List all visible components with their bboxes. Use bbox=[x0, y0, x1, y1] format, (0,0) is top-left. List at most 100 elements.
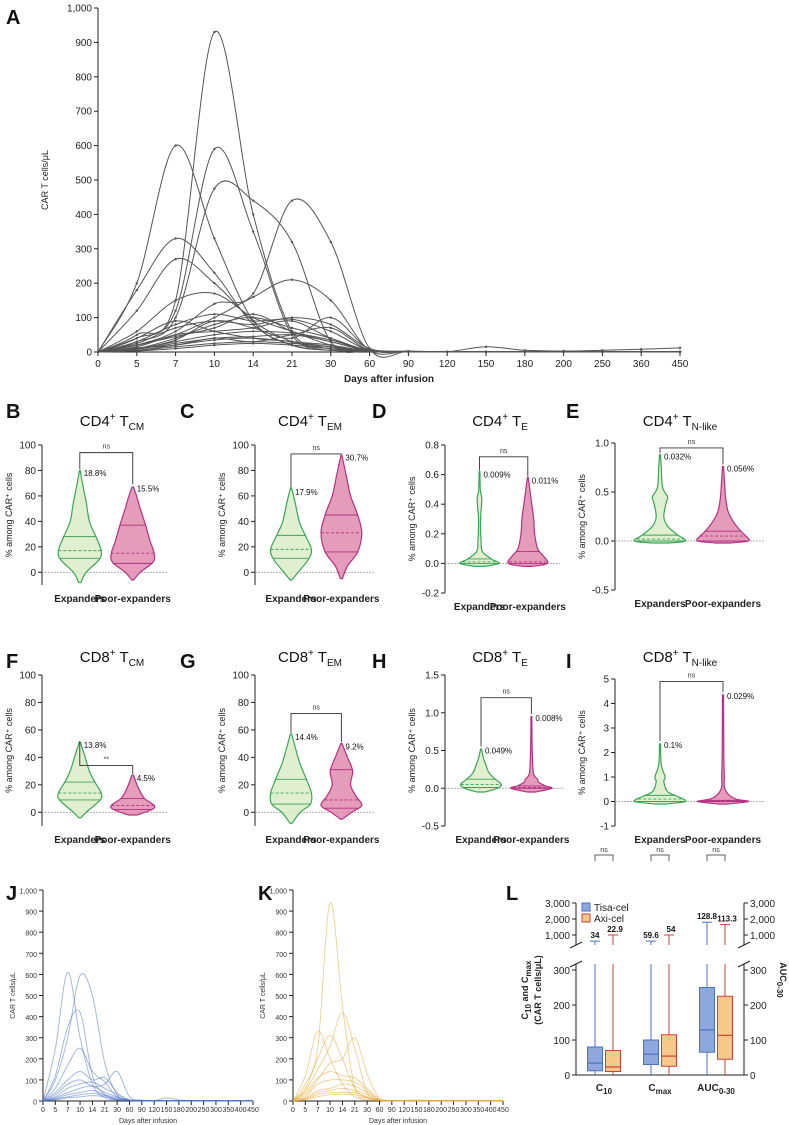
category-label: C10 bbox=[596, 1083, 613, 1096]
x-tick-label: 14 bbox=[339, 1107, 347, 1114]
y-tick-label: 600 bbox=[275, 973, 287, 980]
data-point bbox=[213, 187, 216, 190]
x-tick-label: 250 bbox=[198, 1107, 210, 1114]
y-tick-label: 1,000 bbox=[67, 4, 92, 15]
y-tick-label: 100 bbox=[25, 1078, 37, 1085]
data-point bbox=[290, 343, 294, 347]
x-tick-label: 30 bbox=[113, 1107, 121, 1114]
data-point bbox=[135, 337, 138, 340]
data-point bbox=[252, 340, 255, 343]
panel-letter-j: J bbox=[6, 883, 17, 905]
panel-title: CD8+ TN-like bbox=[643, 648, 718, 669]
series-line-2 bbox=[42, 973, 253, 1102]
median-value-label: 4.5% bbox=[137, 774, 155, 783]
significance-label: ns bbox=[600, 847, 608, 854]
data-point bbox=[213, 319, 216, 323]
x-tick-label: 21 bbox=[286, 359, 298, 370]
data-point bbox=[678, 346, 682, 350]
y-axis-label: % among CAR⁺ cells bbox=[4, 708, 14, 793]
data-point bbox=[174, 326, 177, 330]
category-label: Cmax bbox=[648, 1083, 672, 1096]
data-point bbox=[290, 342, 294, 345]
violin-expanders bbox=[459, 748, 503, 793]
y-tick-label: 1,000 bbox=[269, 889, 287, 896]
x-tick-label: 450 bbox=[247, 1107, 259, 1114]
data-point bbox=[135, 340, 138, 343]
panel-letter-b: B bbox=[6, 401, 20, 423]
significance-bracket bbox=[290, 712, 342, 743]
median-value-label: 0.009% bbox=[484, 471, 511, 480]
x-tick-label: 0 bbox=[41, 1107, 45, 1114]
data-point bbox=[174, 338, 177, 342]
data-point bbox=[174, 299, 177, 302]
y-tick-label: 400 bbox=[275, 1015, 287, 1022]
series-line-22 bbox=[97, 326, 680, 353]
data-point bbox=[135, 330, 138, 333]
data-point bbox=[290, 240, 294, 244]
significance-bracket bbox=[594, 854, 614, 861]
panel-title: CD4+ TE bbox=[472, 412, 528, 433]
y-tick-label-right: 300 bbox=[750, 966, 767, 977]
group-label: Expanders bbox=[634, 599, 686, 610]
violin-expanders bbox=[269, 733, 313, 824]
x-tick-label: 60 bbox=[364, 359, 376, 370]
y-axis-label: CAR T cells/μL bbox=[260, 972, 267, 1019]
y-tick-label: 0.5 bbox=[425, 746, 439, 757]
y-tick-label: 100 bbox=[19, 441, 36, 452]
data-point bbox=[329, 343, 332, 347]
data-point bbox=[329, 347, 332, 350]
x-tick-label: 10 bbox=[326, 1107, 334, 1114]
data-point bbox=[290, 199, 294, 202]
y-tick-label: 300 bbox=[75, 244, 92, 255]
y-tick-label: 5 bbox=[603, 675, 609, 686]
data-point bbox=[252, 295, 255, 299]
x-tick-label: 200 bbox=[185, 1107, 197, 1114]
x-tick-label: 450 bbox=[497, 1107, 509, 1114]
median-value-label: 0.008% bbox=[535, 714, 562, 723]
panel-letter-g: G bbox=[180, 651, 196, 673]
significance-bracket bbox=[659, 681, 724, 742]
x-tick-label: 250 bbox=[594, 359, 611, 370]
box-axi-cel bbox=[717, 995, 733, 1060]
data-point bbox=[329, 345, 332, 349]
series-line-5 bbox=[42, 1071, 253, 1102]
data-point bbox=[329, 337, 332, 340]
significance-label: ns bbox=[312, 445, 320, 452]
data-point bbox=[523, 350, 526, 353]
y-tick-label: 100 bbox=[275, 1078, 287, 1085]
data-point bbox=[213, 323, 216, 326]
y-tick-label: 40 bbox=[238, 753, 250, 764]
y-tick-label: 60 bbox=[25, 725, 37, 736]
box-axi-cel bbox=[605, 1050, 621, 1072]
data-point bbox=[174, 316, 177, 319]
significance-label: ns bbox=[688, 672, 696, 679]
violin-poor-expanders bbox=[110, 486, 156, 581]
x-tick-label: 30 bbox=[325, 359, 337, 370]
data-point bbox=[213, 282, 216, 285]
legend-label-tisa-cel: Tisa-cel bbox=[594, 903, 629, 914]
series-line-2 bbox=[292, 1030, 503, 1102]
y-tick-label: 0.2 bbox=[425, 529, 439, 540]
group-label: Poor-expanders bbox=[95, 594, 172, 605]
y-tick-label: 20 bbox=[25, 542, 37, 553]
panel-i: -1 0 1 2 3 4 5 CD8+ TN-like % among CAR⁺ cells 0.… bbox=[577, 648, 765, 846]
y-tick-label: 60 bbox=[238, 491, 250, 502]
data-point bbox=[213, 333, 216, 336]
data-point bbox=[213, 271, 216, 275]
y-tick-label: 1.0 bbox=[425, 708, 439, 719]
median-value-label: 0.032% bbox=[664, 453, 691, 462]
group-label: Expanders bbox=[265, 594, 317, 605]
data-point bbox=[290, 318, 294, 321]
y-axis-label: % among CAR⁺ cells bbox=[407, 476, 417, 561]
y-axis-label: % among CAR⁺ cells bbox=[217, 472, 227, 557]
x-tick-label: 200 bbox=[555, 359, 572, 370]
y-tick-label: 100 bbox=[232, 671, 249, 682]
y-axis-label-left: C10 and Cmax bbox=[520, 960, 533, 1019]
y-tick-label: 3 bbox=[603, 724, 609, 735]
x-tick-label: 14 bbox=[248, 359, 260, 370]
data-point bbox=[290, 278, 294, 281]
median-value-label: 15.5% bbox=[137, 484, 160, 493]
data-point bbox=[174, 257, 177, 261]
x-tick-label: 21 bbox=[351, 1107, 359, 1114]
data-point bbox=[290, 316, 294, 319]
